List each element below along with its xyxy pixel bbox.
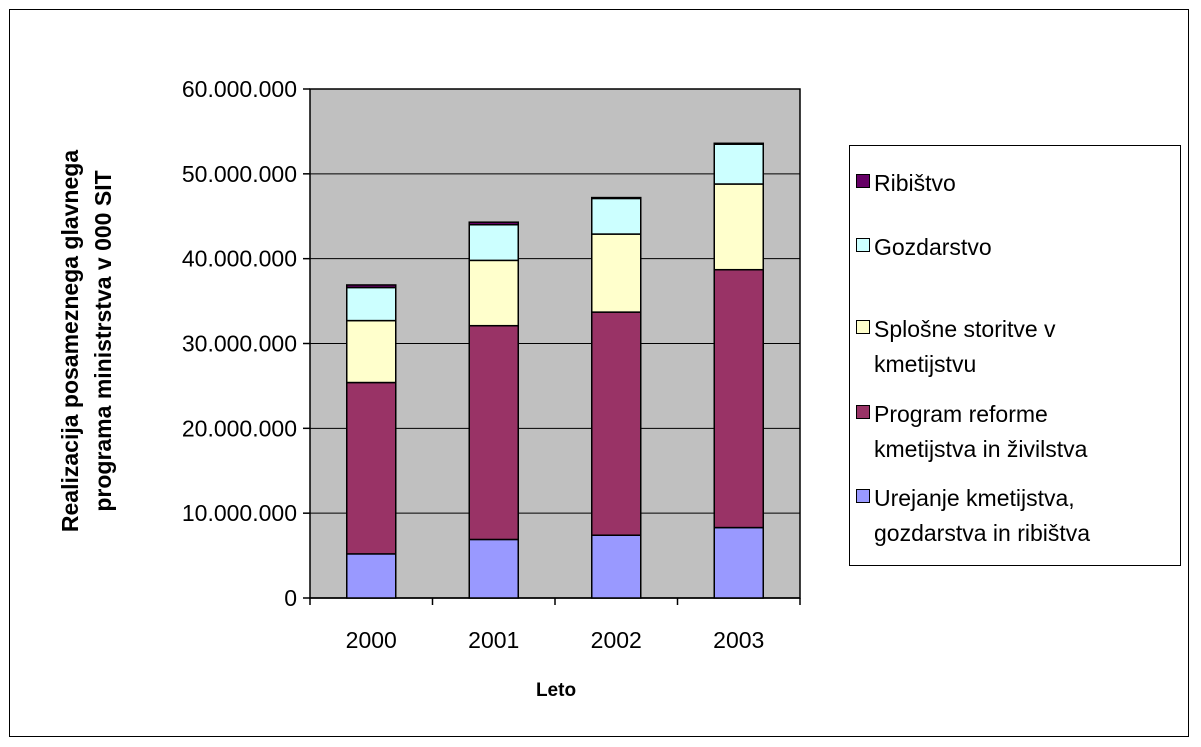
y-tick-label: 30.000.000 [182,331,297,357]
x-tick-label: 2003 [713,627,764,653]
legend-label: Splošne storitve v kmetijstvu [874,316,1056,377]
bar-segment [591,534,642,599]
legend-item: Splošne storitve v kmetijstvu [856,314,1174,382]
legend-item: Ribištvo [856,168,1174,201]
legend-swatch [856,174,870,188]
bar-segment [346,319,397,384]
bar-segment [713,142,764,145]
y-axis-label-line-2: programa ministrstva v 000 SIT [90,170,116,511]
legend-item: Program reforme kmetijstva in živilstva [856,399,1174,467]
bar-segment [468,324,519,541]
legend-item: Urejanje kmetijstva, gozdarstva in ribišt… [856,483,1174,551]
legend-label: Ribištvo [874,170,956,196]
bar-segment [713,268,764,529]
y-tick-label: 0 [284,585,297,611]
bar-segment [591,196,642,200]
bar-segment [346,284,397,289]
legend: Ribištvo Gozdarstvo Splošne storitve v kmet… [849,145,1181,566]
bar-segment [468,259,519,327]
legend-swatch [856,320,870,334]
bar-segment [468,223,519,262]
bar-segment [591,233,642,313]
y-tick-label: 40.000.000 [182,246,297,272]
bar-segment [713,526,764,599]
bar-segment [346,553,397,599]
plot-area: 0 10.000.000 20.000.000 30.000.000 40.000.00… [182,76,801,653]
bar-segment [591,197,642,235]
y-tick-label: 10.000.000 [182,500,297,526]
x-axis-label: Leto [536,680,576,701]
y-axis-label-line-1: Realizacija posameznega glavnega [57,150,83,532]
legend-label: Urejanje kmetijstva, gozdarstva in ribišt… [874,485,1091,546]
legend-swatch [856,238,870,252]
bar-segment [346,286,397,322]
x-tick-label: 2002 [591,627,642,653]
x-tick-label: 2000 [346,627,397,653]
legend-swatch [856,405,870,419]
legend-label: Gozdarstvo [874,234,992,260]
y-tick-label: 20.000.000 [182,415,297,441]
bar-segment [713,183,764,271]
bar-segment [591,311,642,536]
bar-segment [346,381,397,555]
y-tick-label: 60.000.000 [182,76,297,102]
legend-swatch [856,489,870,503]
x-tick-label: 2001 [468,627,519,653]
y-tick-label: 50.000.000 [182,161,297,187]
bar-segment [468,221,519,226]
bar-segment [468,538,519,599]
legend-label: Program reforme kmetijstva in živilstva [874,401,1088,462]
legend-item: Gozdarstvo [856,232,1174,265]
bar-segment [713,143,764,185]
